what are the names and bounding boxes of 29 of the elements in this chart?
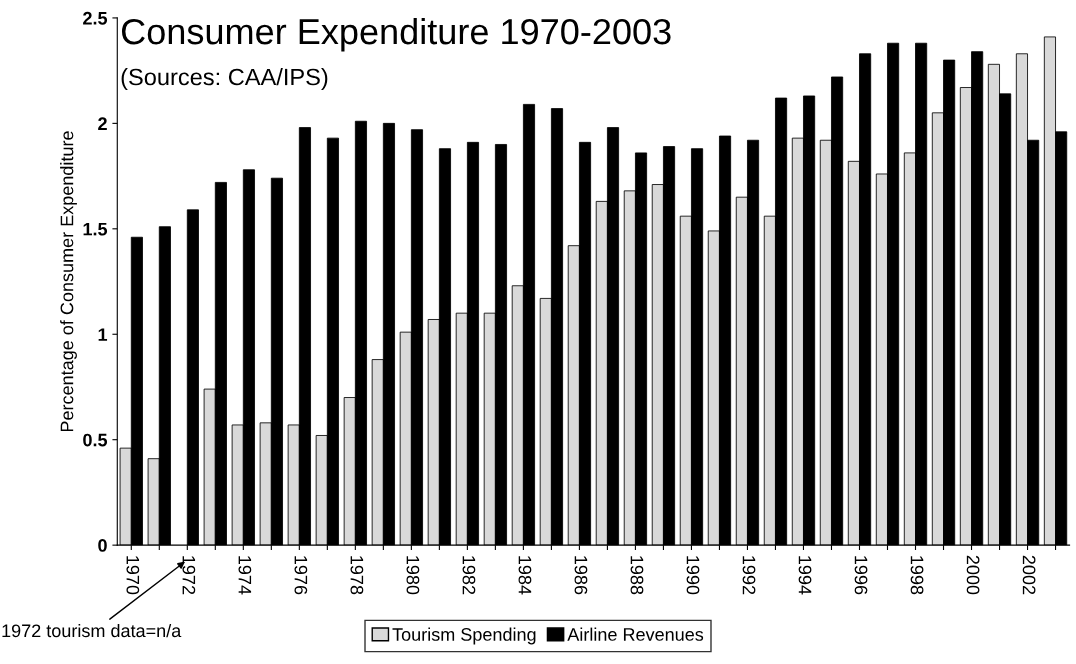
x-tick-label: 2000 [966,555,980,595]
x-tick-label: 1982 [462,556,476,595]
x-tick-label: 1986 [574,556,588,595]
x-tick-label: 1972 [182,556,196,595]
x-tick-label: 1974 [238,556,252,595]
y-tick-label: 1 [98,328,108,341]
text: 1972 tourism data=n/a [2,623,182,638]
legend-label: Airline Revenues [567,627,704,641]
x-tick-label: 1984 [518,556,532,595]
x-tick-label: 2002 [1022,555,1036,595]
y-tick-label: 2 [98,117,107,130]
x-tick-label: 1976 [294,556,308,595]
x-tick-label: 1992 [742,556,756,595]
y-tick-label: 1.5 [83,222,108,236]
chart-title: Consumer Expenditure 1970-2003 [121,17,671,52]
x-tick-label: 1996 [854,556,868,595]
x-tick-label: 1990 [686,556,700,595]
y-tick-label: 0 [98,539,107,552]
y-tick-label: 2.5 [83,11,108,25]
x-tick-label: 1980 [406,556,420,595]
x-tick-label: 1978 [350,556,364,595]
x-tick-label: 1998 [910,556,924,595]
y-axis-title: Percentage of Consumer Expenditure [60,131,77,432]
x-tick-label: 1988 [630,556,644,595]
text: (Sources: CAA/IPS) [121,68,328,91]
x-tick-label: 1970 [126,556,140,595]
legend-label: Tourism Spending [392,627,536,645]
x-tick-label: 1994 [798,556,812,595]
y-tick-label: 0.5 [83,433,108,447]
